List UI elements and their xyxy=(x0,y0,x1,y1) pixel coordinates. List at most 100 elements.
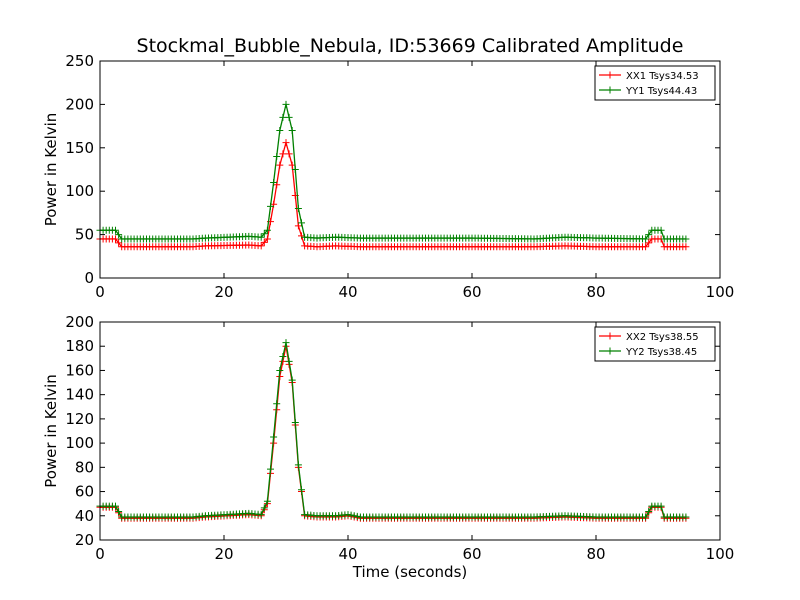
data-point-marker xyxy=(276,366,284,374)
legend: XX1 Tsys34.53 YY1 Tsys44.43 xyxy=(594,65,716,101)
x-tick-label: 60 xyxy=(462,283,481,301)
data-point-marker xyxy=(642,513,650,521)
data-point-marker xyxy=(115,231,123,239)
y-tick-label: 100 xyxy=(65,434,94,452)
data-point-marker xyxy=(257,511,265,519)
data-point-marker xyxy=(657,502,665,510)
data-point-marker xyxy=(298,219,305,227)
data-point-marker xyxy=(285,150,293,158)
data-point-marker xyxy=(285,113,293,121)
data-point-marker xyxy=(298,486,305,494)
data-point-marker xyxy=(350,512,358,520)
data-point-marker xyxy=(273,400,281,408)
data-point-marker xyxy=(291,166,299,173)
x-axis-label: Time (seconds) xyxy=(352,563,468,581)
data-point-marker xyxy=(273,152,281,160)
legend-label: XX1 Tsys34.53 xyxy=(626,71,699,82)
y-tick-label: 160 xyxy=(65,361,94,379)
data-point-marker xyxy=(276,126,284,134)
y-tick-label: 180 xyxy=(65,337,94,355)
y-tick-label: 250 xyxy=(65,52,94,70)
legend-marker xyxy=(606,71,614,79)
y-tick-label: 50 xyxy=(75,226,94,244)
legend-box xyxy=(594,326,716,362)
y-axis-label: Power in Kelvin xyxy=(42,113,60,227)
data-point-marker xyxy=(682,243,690,251)
data-point-marker xyxy=(288,376,296,384)
y-tick-label: 200 xyxy=(65,95,94,113)
axes-frame xyxy=(99,60,721,279)
data-point-marker xyxy=(267,465,274,473)
data-point-marker xyxy=(291,419,299,427)
data-point-marker xyxy=(645,231,653,239)
x-tick-label: 80 xyxy=(586,545,605,563)
data-point-marker xyxy=(257,242,265,250)
data-point-marker xyxy=(294,205,302,213)
series-markers xyxy=(96,339,690,521)
data-point-marker xyxy=(257,233,265,241)
data-point-marker xyxy=(276,161,284,169)
legend-label: XX2 Tsys38.55 xyxy=(626,332,699,343)
data-point-marker xyxy=(645,239,653,247)
data-point-marker xyxy=(282,139,290,147)
x-tick-label: 60 xyxy=(462,545,481,563)
data-point-marker xyxy=(282,339,290,347)
data-point-marker xyxy=(279,113,287,121)
x-tick-label: 100 xyxy=(706,283,735,301)
data-point-marker xyxy=(112,235,119,243)
legend: XX2 Tsys38.55 YY2 Tsys38.45 xyxy=(594,326,716,362)
data-point-marker xyxy=(270,433,278,441)
data-point-marker xyxy=(682,513,690,521)
data-point-marker xyxy=(657,226,665,234)
data-point-marker xyxy=(294,222,302,230)
data-point-marker xyxy=(279,150,287,158)
data-point-marker xyxy=(260,238,268,246)
x-tick-label: 40 xyxy=(338,283,357,301)
legend-marker xyxy=(606,86,614,94)
y-tick-label: 100 xyxy=(65,182,94,200)
legend-marker xyxy=(606,347,614,355)
data-point-marker xyxy=(115,508,123,516)
x-tick-label: 80 xyxy=(586,283,605,301)
x-tick-label: 20 xyxy=(214,545,233,563)
data-point-marker xyxy=(263,226,271,234)
y-tick-label: 120 xyxy=(65,410,94,428)
legend-label: YY1 Tsys44.43 xyxy=(625,86,697,97)
legend-marker xyxy=(606,332,614,340)
data-point-marker xyxy=(288,126,296,134)
legend-label: YY2 Tsys38.45 xyxy=(625,347,697,358)
data-point-marker xyxy=(267,202,274,210)
data-point-marker xyxy=(263,497,271,505)
data-point-marker xyxy=(115,239,123,247)
data-point-marker xyxy=(344,511,352,519)
data-point-marker xyxy=(347,511,355,519)
data-point-marker xyxy=(260,504,268,512)
data-point-marker xyxy=(682,235,690,243)
data-point-marker xyxy=(270,179,278,187)
data-point-marker xyxy=(353,512,361,520)
data-point-marker xyxy=(263,235,271,243)
data-point-marker xyxy=(285,357,293,365)
y-tick-label: 40 xyxy=(75,507,94,525)
data-point-marker xyxy=(294,461,302,469)
data-point-marker xyxy=(279,353,287,361)
y-tick-label: 200 xyxy=(65,313,94,331)
y-tick-label: 140 xyxy=(65,386,94,404)
x-tick-label: 40 xyxy=(338,545,357,563)
y-tick-label: 0 xyxy=(84,269,94,287)
y-tick-label: 20 xyxy=(75,531,94,549)
data-point-marker xyxy=(112,502,119,510)
bottom-panel: 0 20 40 60 80 10020406080100120140160180200Po… xyxy=(42,313,734,581)
data-point-marker xyxy=(282,100,290,108)
axes-frame xyxy=(99,321,721,541)
legend-box xyxy=(594,65,716,101)
data-point-marker xyxy=(260,230,268,238)
top-panel: 0 20 40 60 80 100 0 50 100 150 200 250 Power in Kelv… xyxy=(42,52,734,301)
data-point-marker xyxy=(642,235,650,243)
x-tick-label: 20 xyxy=(214,283,233,301)
y-tick-label: 60 xyxy=(75,483,94,501)
y-tick-label: 80 xyxy=(75,458,94,476)
x-tick-label: 0 xyxy=(95,545,105,563)
x-tick-label: 0 xyxy=(95,283,105,301)
